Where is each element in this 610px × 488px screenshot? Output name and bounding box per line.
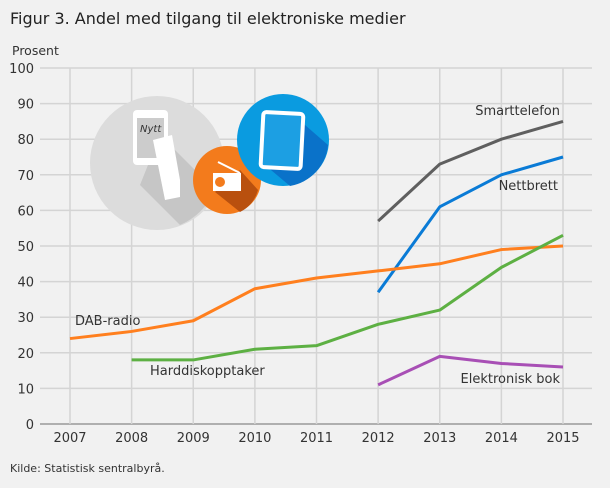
y-tick-label: 20 [17, 347, 34, 362]
x-tick-label: 2011 [300, 431, 333, 446]
phone-text: Nytt [140, 124, 162, 135]
y-tick-label: 40 [17, 276, 34, 291]
y-axis-label: Prosent [12, 43, 59, 58]
series-label: Nettbrett [499, 179, 558, 194]
x-tick-label: 2008 [115, 431, 148, 446]
series-label: Harddiskopptaker [150, 364, 265, 379]
series-line-harddiskopptaker [131, 233, 564, 362]
x-tick-label: 2012 [362, 431, 395, 446]
y-tick-label: 0 [26, 418, 34, 433]
x-tick-label: 2009 [177, 431, 210, 446]
radio-antenna [217, 161, 241, 174]
y-tick-label: 10 [17, 382, 34, 397]
hand-icon [153, 135, 180, 200]
y-tick-label: 70 [17, 169, 34, 184]
y-tick-label: 90 [17, 98, 34, 113]
source-note: Kilde: Statistisk sentralbyrå. [10, 462, 165, 475]
series-label: Smarttelefon [475, 104, 560, 119]
series-label: Elektronisk bok [461, 372, 561, 387]
illustration: Nytt [90, 94, 329, 230]
y-tick-label: 50 [17, 240, 34, 255]
x-tick-label: 2014 [485, 431, 518, 446]
y-tick-label: 30 [17, 311, 34, 326]
y-tick-label: 60 [17, 204, 34, 219]
series-line-elektronisk bok [377, 354, 564, 387]
radio-speaker [215, 177, 225, 187]
chart-title: Figur 3. Andel med tilgang til elektroni… [10, 9, 406, 28]
tablet-icon [258, 110, 306, 171]
x-tick-label: 2013 [423, 431, 456, 446]
x-tick-label: 2010 [238, 431, 271, 446]
x-tick-label: 2015 [546, 431, 579, 446]
series-line-nettbrett [376, 155, 564, 294]
x-tick-label: 2007 [53, 431, 86, 446]
series-label: DAB-radio [75, 314, 140, 329]
series-line-smarttelefon [377, 119, 564, 223]
y-tick-label: 80 [17, 133, 34, 148]
y-tick-label: 100 [9, 62, 34, 77]
